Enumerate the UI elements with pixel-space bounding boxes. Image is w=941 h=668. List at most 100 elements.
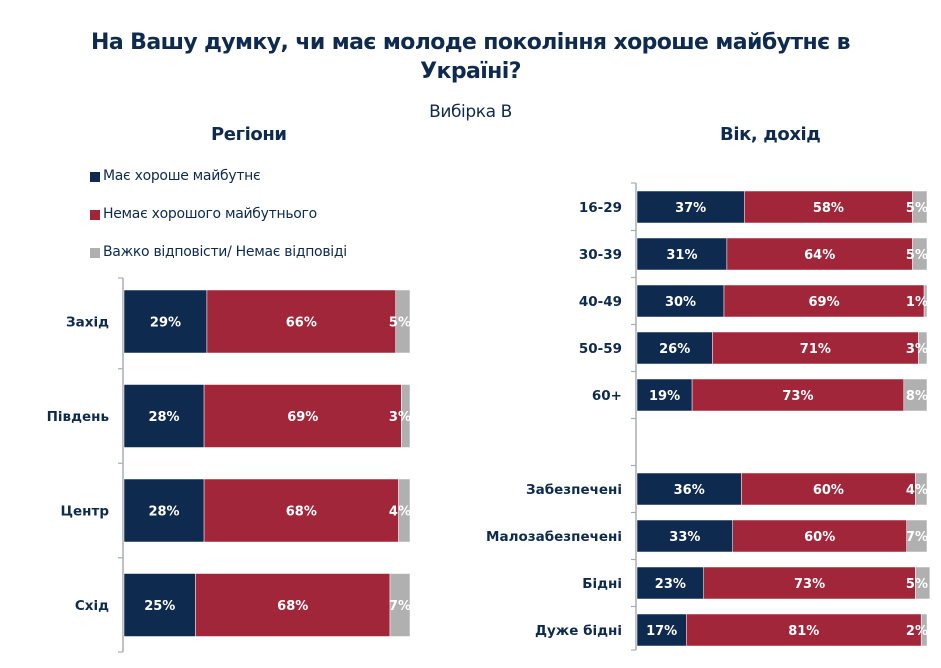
age-income-chart-title: Вік, дохід (720, 124, 821, 145)
age-income-row: Забезпечені 36% 60% 4% (526, 472, 928, 506)
bar-hard (401, 384, 411, 448)
data-label: 73% (782, 389, 813, 404)
category-label: 50-59 (579, 341, 622, 357)
data-label: 4% (906, 483, 928, 498)
regions-chart-title: Регіони (211, 124, 287, 145)
bar-good (636, 237, 728, 271)
data-label: 5% (389, 316, 411, 331)
age-income-row: 16-29 37% 58% 5% (579, 190, 928, 224)
age-income-row: Бідні 23% 73% 5% (582, 566, 931, 600)
data-label: 33% (669, 530, 700, 545)
bar-good (123, 384, 205, 448)
bar-hard (906, 519, 928, 553)
bar-no-good (195, 573, 391, 637)
legend-label: Немає хорошого майбутнього (103, 206, 317, 222)
regions-row: Схід 25% 68% 7% (75, 573, 411, 637)
legend-swatch-no-good (90, 210, 100, 220)
bar-no-good (203, 384, 402, 448)
data-label: 30% (665, 295, 696, 310)
category-label: Бідні (582, 576, 622, 592)
data-label: 25% (144, 599, 175, 614)
bar-no-good (686, 613, 922, 647)
bar-hard (918, 331, 928, 365)
bar-no-good (726, 237, 913, 271)
bar-no-good (206, 289, 396, 354)
category-label: Південь (47, 409, 109, 425)
legend-item-no-good: Немає хорошого майбутнього (90, 206, 347, 244)
bar-good (636, 613, 687, 647)
data-label: 7% (389, 599, 411, 614)
data-label: 69% (287, 410, 318, 425)
data-label: 29% (150, 316, 181, 331)
age-income-row: 40-49 30% 69% 1% (579, 284, 928, 318)
data-label: 37% (675, 201, 706, 216)
category-label: Центр (61, 504, 110, 520)
data-label: 66% (286, 316, 317, 331)
age-income-row: 30-39 31% 64% 5% (579, 237, 928, 271)
data-label: 73% (794, 577, 825, 592)
category-label: Малозабезпечені (486, 529, 622, 545)
data-label: 68% (286, 505, 317, 520)
data-label: 60% (804, 530, 835, 545)
data-label: 19% (649, 389, 680, 404)
legend-item-hard: Важко відповісти/ Немає відповіді (90, 244, 347, 282)
data-label: 36% (674, 483, 705, 498)
bar-hard (915, 566, 931, 600)
category-label: Забезпечені (526, 482, 622, 498)
bar-good (123, 573, 196, 637)
bar-no-good (723, 284, 925, 318)
category-label: 30-39 (579, 247, 622, 263)
age-income-row: 50-59 26% 71% 3% (579, 331, 928, 365)
bar-hard (389, 573, 411, 637)
data-label: 3% (389, 410, 411, 425)
bar-no-good (712, 331, 919, 365)
legend: Має хороше майбутнє Немає хорошого майбу… (90, 168, 347, 282)
chart-title: На Вашу думку, чи має молоде покоління х… (91, 30, 850, 84)
data-label: 81% (788, 624, 819, 639)
bar-hard (912, 190, 928, 224)
data-label: 5% (906, 201, 928, 216)
bar-hard (912, 237, 928, 271)
chart-subtitle: Вибірка В (429, 102, 512, 122)
category-label: 60+ (592, 388, 622, 404)
bar-hard (920, 613, 928, 647)
regions-row: Захід 29% 66% 5% (66, 289, 411, 354)
bar-good (636, 566, 704, 600)
data-label: 5% (906, 577, 928, 592)
data-label: 7% (906, 530, 928, 545)
data-label: 28% (148, 505, 179, 520)
bar-good (636, 190, 745, 224)
category-label: Дуже бідні (535, 623, 622, 639)
data-label: 60% (813, 483, 844, 498)
bar-no-good (691, 378, 905, 412)
category-label: Захід (66, 315, 109, 331)
bar-hard (903, 378, 928, 412)
bar-hard (395, 289, 411, 354)
data-label: 64% (804, 248, 835, 263)
bar-hard (915, 472, 928, 506)
bar-no-good (732, 519, 907, 553)
category-label: 16-29 (579, 200, 622, 216)
data-label: 28% (148, 410, 179, 425)
bar-hard (398, 478, 411, 543)
bar-hard (923, 284, 928, 318)
bar-good (636, 284, 725, 318)
data-label: 8% (906, 389, 928, 404)
data-label: 1% (906, 295, 928, 310)
age-income-row: Малозабезпечені 33% 60% 7% (486, 519, 928, 553)
age-income-row: Дуже бідні 17% 81% 2% (535, 613, 928, 647)
data-label: 4% (389, 505, 411, 520)
bar-no-good (703, 566, 916, 600)
regions-row: Центр 28% 68% 4% (61, 478, 411, 543)
data-label: 71% (800, 342, 831, 357)
regions-row: Південь 28% 69% 3% (47, 384, 411, 448)
bar-good (123, 289, 208, 354)
regions-chart: Захід 29% 66% 5% Південь 28% 69% 3% Центр 28% 68% 4… (47, 277, 411, 653)
bar-good (636, 378, 693, 412)
legend-label: Важко відповісти/ Немає відповіді (103, 244, 347, 260)
data-label: 17% (646, 624, 677, 639)
bar-no-good (744, 190, 913, 224)
category-label: 40-49 (579, 294, 622, 310)
legend-swatch-hard (90, 248, 100, 258)
